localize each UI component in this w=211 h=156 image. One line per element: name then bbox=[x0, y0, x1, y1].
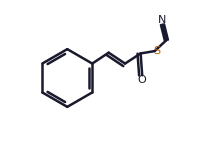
Text: O: O bbox=[138, 75, 147, 85]
Text: N: N bbox=[158, 15, 167, 25]
Text: S: S bbox=[153, 46, 160, 56]
